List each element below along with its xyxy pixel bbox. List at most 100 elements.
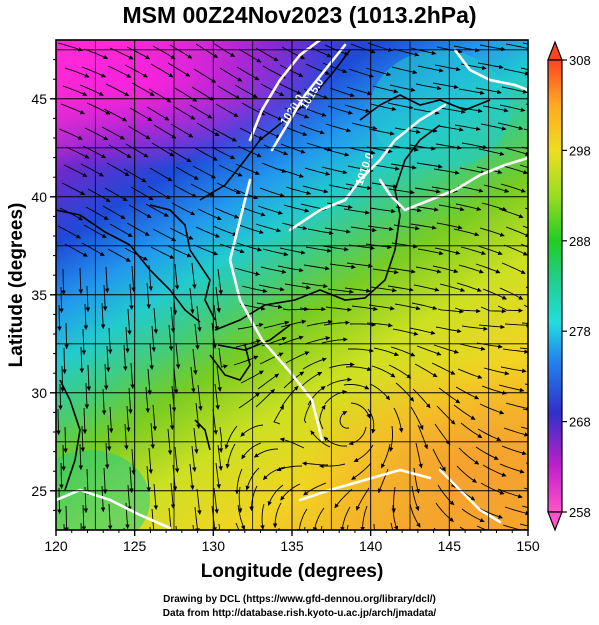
streamline-arrow [388, 364, 412, 379]
credit-drawing: Drawing by DCL (https://www.gfd-dennou.o… [163, 594, 436, 605]
streamline-arrow [477, 62, 504, 70]
streamline-arrow [57, 225, 81, 239]
streamline-arrow [340, 506, 351, 530]
x-axis: 120 125 130 135 140 145 150 [44, 530, 540, 554]
streamline-arrow [65, 146, 90, 159]
streamline-arrow [236, 66, 260, 81]
streamline-arrow [519, 523, 528, 527]
streamline-arrow [83, 48, 109, 60]
streamline-arrow [61, 444, 66, 472]
streamline-arrow [410, 223, 437, 230]
streamline-arrow [80, 163, 104, 177]
streamline-arrow [458, 447, 480, 465]
streamline-arrow [325, 123, 352, 133]
streamline-arrow [390, 346, 416, 357]
streamline-arrow [483, 184, 510, 193]
streamline-arrow [241, 442, 262, 460]
streamline-arrow [348, 68, 374, 78]
streamline-arrow [213, 128, 237, 142]
streamline-arrow [260, 83, 285, 97]
streamline-arrow [127, 308, 132, 335]
streamline-arrow [329, 263, 356, 270]
streamline-arrow [502, 348, 528, 354]
streamline-arrow [217, 444, 223, 471]
streamline-arrow [237, 322, 264, 330]
streamline-arrow [370, 286, 397, 293]
streamline-arrow [453, 228, 480, 237]
streamline-arrow [410, 406, 424, 431]
streamline-arrow [216, 365, 222, 392]
streamline-arrow [128, 387, 133, 414]
streamline-arrow [521, 505, 528, 509]
streamline-arrow [303, 264, 330, 271]
streamline-arrow [348, 426, 367, 446]
streamline-arrow [372, 268, 399, 275]
streamline-arrow [170, 123, 194, 138]
streamline-arrow [81, 504, 87, 530]
streamline-arrow [238, 392, 260, 409]
y-axis: 25 30 35 40 45 [31, 59, 56, 511]
streamline-arrow [343, 208, 370, 215]
streamline-arrow [172, 105, 196, 120]
colorbar: 258 268 278 288 298 308 [547, 40, 591, 532]
streamline-arrow [370, 103, 397, 112]
streamline-arrow [108, 406, 114, 434]
streamline-arrow [527, 269, 528, 270]
streamline-arrow [437, 308, 464, 314]
streamline-arrow [479, 44, 506, 52]
streamline-arrow [453, 404, 476, 420]
streamline-arrow [351, 462, 372, 480]
streamline-arrow [522, 408, 528, 411]
streamline-arrow [277, 82, 302, 95]
streamline-arrow [81, 66, 107, 78]
streamline-arrow [145, 203, 169, 217]
streamline-arrow [276, 465, 303, 472]
streamline-arrow [503, 244, 528, 256]
streamline-arrow [299, 124, 325, 135]
streamline-arrow [365, 67, 392, 77]
streamline-arrow [409, 503, 421, 528]
streamline-arrow [189, 287, 195, 314]
streamline-arrow [395, 382, 415, 402]
colorbar-tick-label: 298 [569, 143, 591, 158]
y-axis-label: Latitude (degrees) [6, 203, 27, 368]
streamline-arrow [457, 368, 483, 379]
colorbar-tick-label: 268 [569, 415, 591, 430]
streamline-arrow [128, 204, 152, 219]
streamline-arrow [373, 523, 375, 530]
streamline-arrow [84, 127, 109, 141]
streamline-arrow [129, 466, 134, 493]
streamline-arrow [306, 319, 333, 327]
streamline-arrow [262, 248, 289, 257]
streamline-arrow [351, 305, 378, 312]
streamline-arrow [434, 64, 461, 72]
streamline-arrow [197, 384, 203, 411]
streamline-arrow [213, 487, 219, 514]
streamline-arrow [261, 162, 287, 173]
streamline-arrow [322, 62, 348, 74]
streamline-arrow [412, 205, 439, 212]
streamline-arrow [102, 205, 126, 220]
streamline-arrow [416, 528, 419, 530]
streamline-arrow [152, 45, 176, 60]
streamline-arrow [280, 319, 307, 328]
streamline-arrow [126, 222, 150, 236]
streamline-arrow [479, 227, 505, 237]
streamline-arrow [454, 307, 481, 314]
streamline-arrow [483, 367, 510, 376]
streamline-arrow [151, 325, 156, 352]
streamline-arrow [520, 67, 528, 71]
streamline-arrow [167, 62, 191, 77]
streamline-arrow [62, 347, 67, 375]
streamline-arrow [194, 323, 200, 350]
streamline-arrow [433, 168, 460, 175]
streamline-arrow [323, 148, 350, 157]
x-tick-label: 145 [438, 538, 462, 554]
streamline-arrow [64, 322, 69, 350]
streamline-arrow [346, 262, 373, 269]
streamline-arrow [410, 47, 437, 56]
streamline-arrow [145, 386, 150, 413]
streamline-arrow [126, 405, 131, 432]
streamline-arrow [279, 64, 304, 77]
streamline-arrow [263, 320, 290, 329]
